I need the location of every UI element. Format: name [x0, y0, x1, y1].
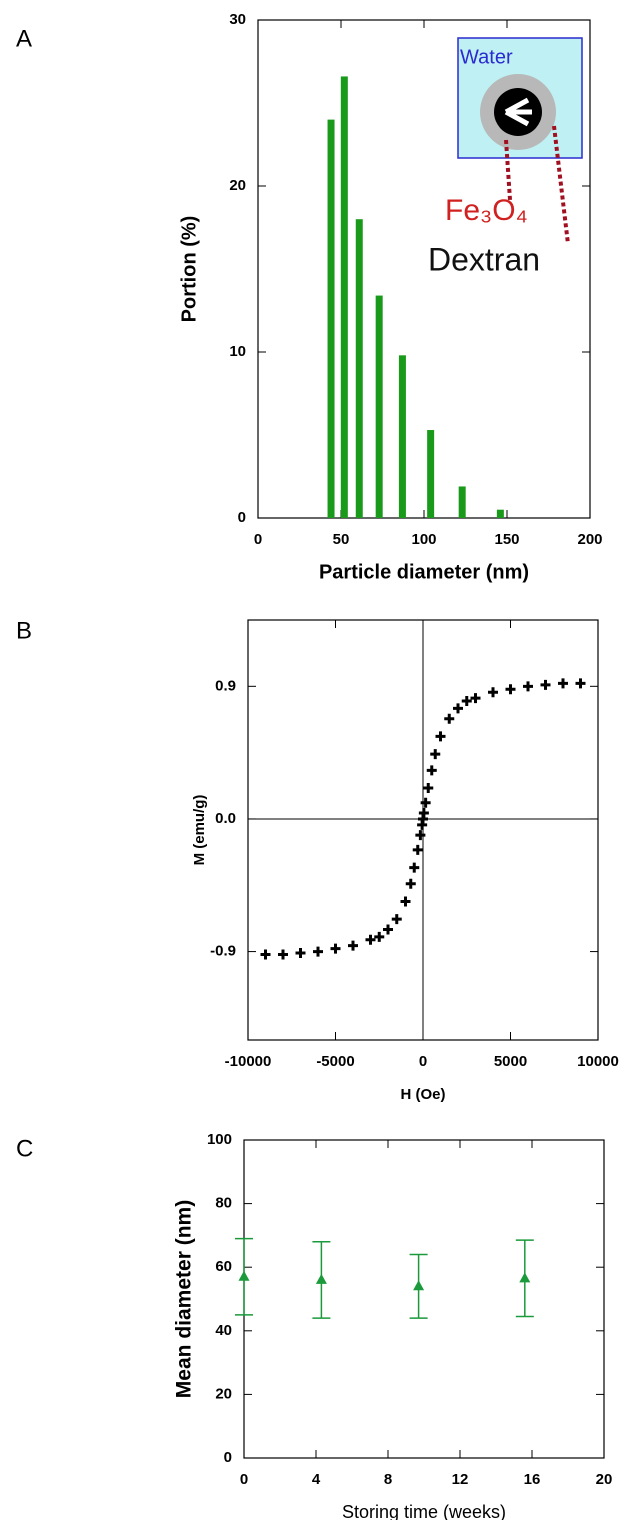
- bar: [496, 509, 504, 518]
- point: [453, 703, 463, 714]
- x-tick-label: 20: [596, 1471, 613, 1488]
- point: [315, 1273, 327, 1284]
- point: [405, 878, 416, 889]
- point: [260, 949, 271, 960]
- point: [374, 931, 385, 942]
- y-axis-title: Portion (%): [178, 216, 200, 323]
- annotation: Fe₃O₄: [445, 194, 528, 227]
- bar: [327, 119, 335, 518]
- y-tick-label: 80: [215, 1195, 232, 1212]
- point: [383, 924, 393, 935]
- x-tick-label: 8: [384, 1471, 392, 1488]
- core-arrow: [504, 97, 532, 127]
- bar: [355, 219, 363, 518]
- point: [430, 749, 441, 760]
- x-axis-title: H (Oe): [401, 1086, 446, 1103]
- bar: [427, 430, 435, 518]
- leader-line: [552, 125, 570, 245]
- point: [391, 914, 402, 925]
- y-tick-label: 100: [207, 1131, 232, 1148]
- y-tick-label: 30: [229, 11, 246, 28]
- point: [505, 684, 516, 695]
- panel-label: A: [16, 25, 32, 52]
- point: [540, 679, 551, 690]
- point: [523, 681, 533, 692]
- point: [444, 713, 455, 724]
- y-tick-label: 60: [215, 1258, 232, 1275]
- y-tick-label: 0.9: [215, 677, 236, 694]
- point: [423, 783, 434, 793]
- y-tick-label: 10: [229, 343, 246, 360]
- point: [313, 946, 323, 957]
- point: [365, 934, 376, 945]
- x-tick-label: 4: [312, 1471, 321, 1488]
- x-tick-label: 0: [254, 531, 262, 548]
- annotation: Dextran: [428, 241, 540, 277]
- x-tick-label: -10000: [225, 1053, 272, 1070]
- plot-frame: [243, 1139, 605, 1459]
- leader-line: [504, 139, 512, 201]
- y-tick-label: 0.0: [215, 810, 236, 827]
- y-axis-title: Mean diameter (nm): [173, 1200, 196, 1398]
- annotation: Water: [460, 46, 513, 68]
- point: [519, 1272, 531, 1283]
- point: [558, 678, 568, 689]
- x-tick-label: 200: [577, 531, 602, 548]
- point: [420, 797, 431, 808]
- x-tick-label: 0: [419, 1053, 427, 1070]
- point: [348, 940, 358, 951]
- bar: [458, 486, 466, 518]
- x-tick-label: 150: [494, 531, 519, 548]
- y-tick-label: 0: [224, 1449, 232, 1466]
- point: [461, 696, 472, 707]
- point: [295, 948, 306, 959]
- y-tick-label: 20: [215, 1385, 232, 1402]
- point: [435, 731, 446, 742]
- point: [400, 896, 411, 907]
- x-tick-label: 100: [411, 531, 436, 548]
- x-tick-label: 12: [452, 1471, 469, 1488]
- x-tick-label: 0: [240, 1471, 248, 1488]
- y-tick-label: 40: [215, 1322, 232, 1339]
- y-tick-label: 0: [238, 509, 246, 526]
- x-tick-label: 50: [333, 531, 350, 548]
- y-axis-title: M (emu/g): [191, 795, 208, 866]
- point: [415, 830, 426, 841]
- point: [278, 949, 288, 960]
- point: [470, 693, 481, 704]
- point: [412, 844, 423, 855]
- point: [488, 687, 498, 698]
- point: [426, 765, 437, 776]
- panel-label: C: [16, 1135, 33, 1162]
- point: [238, 1270, 250, 1281]
- bar: [398, 355, 406, 518]
- y-tick-label: -0.9: [210, 943, 236, 960]
- x-tick-label: -5000: [316, 1053, 354, 1070]
- point: [575, 678, 586, 689]
- bar: [375, 295, 383, 518]
- x-tick-label: 16: [524, 1471, 541, 1488]
- point: [330, 943, 341, 954]
- inset-diagram: [457, 37, 583, 245]
- x-axis-title: Storing time (weeks): [342, 1502, 506, 1520]
- x-tick-label: 5000: [494, 1053, 527, 1070]
- x-axis-title: Particle diameter (nm): [319, 561, 529, 583]
- point: [413, 1280, 425, 1291]
- y-tick-label: 20: [229, 177, 246, 194]
- x-tick-label: 10000: [577, 1053, 619, 1070]
- bar: [340, 76, 348, 518]
- point: [418, 808, 429, 819]
- panel-label: B: [16, 617, 32, 644]
- point: [409, 862, 420, 873]
